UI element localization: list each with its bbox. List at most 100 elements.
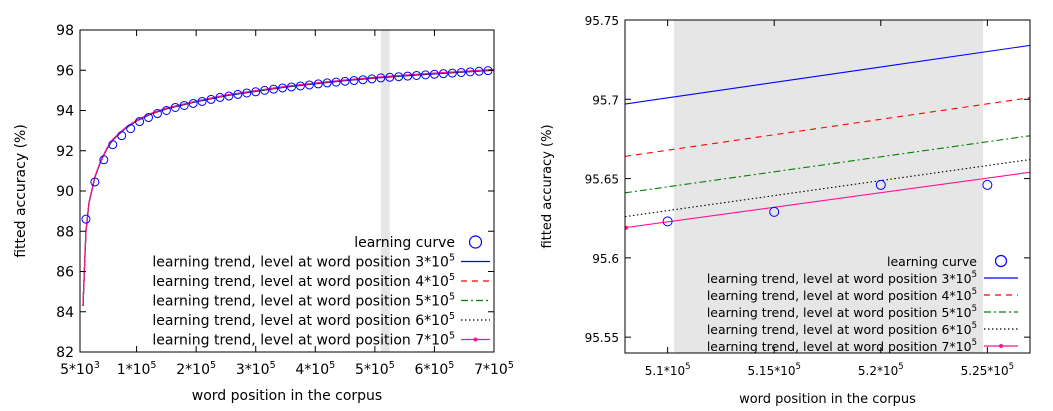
x-tick-label: 6*105: [415, 360, 455, 378]
legend-label: learning trend, level at word position 3…: [707, 270, 977, 286]
x-tick-label: 5.15*105: [747, 362, 800, 378]
learning-curve-point: [465, 67, 475, 77]
legend-label: learning trend, level at word position 7…: [152, 331, 455, 349]
x-tick-label: 5.2*105: [858, 362, 904, 378]
plot-area: [625, 44, 1030, 230]
learning-curve-point: [126, 124, 136, 134]
learning-curve-point: [251, 87, 261, 97]
learning-curve-point: [875, 179, 886, 190]
legend-label: learning curve: [887, 254, 977, 269]
learning-curve-point: [278, 83, 288, 93]
y-tick-label: 95.6: [592, 252, 619, 266]
legend-label: learning curve: [354, 235, 455, 251]
x-tick-label: 2*105: [176, 360, 216, 378]
y-tick-label: 95.65: [585, 173, 619, 187]
legend-marker: [999, 344, 1003, 348]
y-tick-label: 90: [56, 184, 74, 200]
y-tick-label: 88: [56, 224, 74, 240]
trend-line: [625, 44, 1030, 105]
learning-curve-point: [376, 73, 386, 83]
x-tick-label: 5.25*105: [961, 362, 1014, 378]
plot-frame: [624, 19, 1031, 354]
learning-curve-point: [429, 69, 439, 79]
learning-curve-point: [322, 78, 332, 88]
learning-curve-point: [295, 81, 305, 91]
learning-curve-point: [447, 68, 457, 78]
trend-line: [625, 97, 1030, 157]
learning-curve-point: [206, 94, 216, 104]
learning-curve-point: [188, 98, 198, 108]
learning-curve-point: [117, 131, 127, 141]
x-tick-label: 5*103: [60, 360, 100, 378]
learning-curve-point: [144, 113, 154, 123]
trend-line: [625, 158, 1030, 218]
plot-area: [81, 66, 494, 307]
x-tick-label: 7*105: [474, 360, 514, 378]
learning-curve-point: [456, 67, 466, 77]
legend-label: learning trend, level at word position 4…: [707, 287, 977, 303]
learning-curve-point: [152, 109, 162, 119]
legend-label: learning trend, level at word position 6…: [152, 311, 455, 329]
y-tick-label: 94: [56, 104, 74, 120]
learning-curve-point: [286, 82, 296, 92]
learning-curve-point: [81, 214, 91, 224]
learning-curve-point: [340, 76, 350, 86]
learning-curve-point: [233, 89, 243, 99]
highlight-band: [674, 20, 984, 353]
learning-curve-point: [769, 206, 780, 217]
legend-label: learning trend, level at word position 5…: [707, 304, 977, 320]
learning-curve-point: [269, 84, 279, 94]
x-axis-label: word position in the corpus: [739, 392, 916, 407]
learning-curve-point: [108, 140, 118, 150]
y-tick-label: 84: [56, 305, 74, 321]
y-axis-label: fitted accuracy (%): [540, 124, 555, 248]
learning-curve-point: [474, 66, 484, 76]
right-chart-panel: 95.55 95.6 95.65 95.7 95.75 5.1*105 5.15*105 5.…: [540, 14, 1031, 407]
learning-curve-point: [412, 70, 422, 80]
learning-curve-point: [662, 216, 673, 227]
learning-curve-point: [394, 72, 404, 82]
learning-curve-point: [179, 100, 189, 110]
y-tick-label: 86: [56, 265, 74, 281]
y-tick-label: 98: [56, 23, 74, 39]
y-tick-label: 82: [56, 345, 74, 361]
learning-curve-point: [403, 71, 413, 81]
trend-line: [625, 171, 1030, 229]
trend-line: [82, 69, 494, 306]
x-tick-label: 5*105: [355, 360, 395, 378]
trend-line: [625, 135, 1030, 194]
learning-curve-point: [349, 76, 359, 86]
learning-curve-point: [438, 69, 448, 79]
y-tick-label: 95.55: [585, 331, 619, 345]
learning-curve-point: [135, 117, 145, 127]
legend-marker: [473, 337, 478, 342]
x-tick-label: 5.1*105: [645, 362, 691, 378]
y-tick-label: 92: [56, 144, 74, 160]
x-tick-label: 3*105: [236, 360, 276, 378]
highlight-band: [380, 30, 390, 352]
trend-marker: [625, 225, 628, 230]
learning-curve-point: [367, 74, 377, 84]
learning-curve-point: [197, 96, 207, 106]
learning-curve-point: [224, 91, 234, 101]
trend-line: [82, 69, 494, 307]
learning-curve-point: [170, 102, 180, 112]
learning-curve-point: [982, 179, 993, 190]
legend-marker: [468, 235, 483, 249]
legend-label: learning trend, level at word position 7…: [707, 338, 977, 354]
learning-curve-point: [99, 155, 109, 165]
legend: learning curve learning trend, level at w…: [152, 235, 490, 349]
learning-curve-point: [215, 92, 225, 102]
learning-curve-point: [385, 72, 395, 82]
learning-curve-point: [420, 70, 430, 80]
y-tick-label: 95.75: [585, 14, 619, 28]
x-tick-label: 4*105: [295, 360, 335, 378]
x-tick-label: 1*105: [117, 360, 157, 378]
learning-curve-point: [358, 75, 368, 85]
legend-label: learning trend, level at word position 5…: [152, 292, 455, 310]
trend-line: [82, 68, 494, 306]
learning-curve-point: [304, 80, 314, 90]
learning-curve-point: [260, 85, 270, 95]
learning-curve-point: [90, 177, 100, 187]
